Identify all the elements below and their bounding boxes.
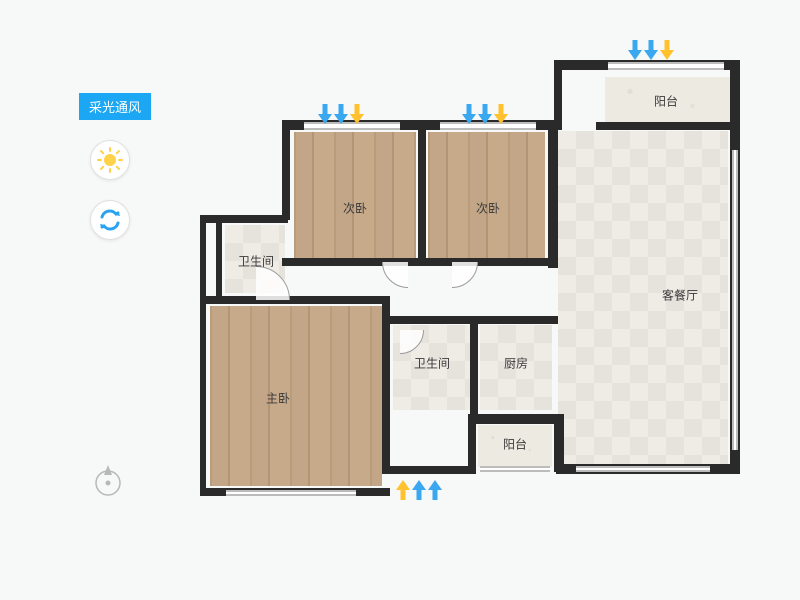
room-label-balcony-top: 阳台 (654, 93, 678, 110)
wall (382, 296, 390, 416)
wall (548, 120, 558, 268)
wall (200, 215, 288, 223)
window (732, 150, 738, 450)
room-label-balcony-bot: 阳台 (503, 436, 527, 453)
room-bed2-left (294, 132, 416, 258)
airflow-arrows (318, 104, 364, 124)
wall (470, 316, 478, 416)
wall (282, 120, 290, 220)
wall (468, 414, 476, 472)
wall (418, 126, 426, 262)
wall (200, 296, 390, 304)
airflow-arrows (628, 40, 674, 60)
wall (554, 60, 562, 130)
room-label-living: 客餐厅 (662, 287, 698, 304)
airflow-arrows (396, 480, 442, 500)
wall (216, 215, 222, 297)
room-label-master: 主卧 (266, 390, 290, 407)
window (480, 466, 550, 472)
airflow-arrows (462, 104, 508, 124)
room-bed2-right (428, 132, 545, 258)
room-label-bath-upper: 卫生间 (238, 253, 274, 270)
room-label-bed2-left: 次卧 (343, 200, 367, 217)
window (608, 62, 724, 70)
window (576, 466, 710, 472)
room-label-bath-lower: 卫生间 (414, 355, 450, 372)
wall (200, 215, 206, 495)
wall (382, 410, 390, 472)
wall (596, 122, 736, 130)
window (226, 490, 356, 496)
room-label-bed2-right: 次卧 (476, 200, 500, 217)
wall (468, 414, 562, 424)
room-master (210, 306, 382, 486)
room-label-kitchen: 厨房 (504, 355, 528, 372)
floor-plan: 阳台次卧次卧客餐厅卫生间主卧卫生间厨房阳台 (0, 0, 800, 600)
wall (282, 258, 548, 266)
wall (382, 466, 476, 474)
room-living (558, 131, 728, 465)
